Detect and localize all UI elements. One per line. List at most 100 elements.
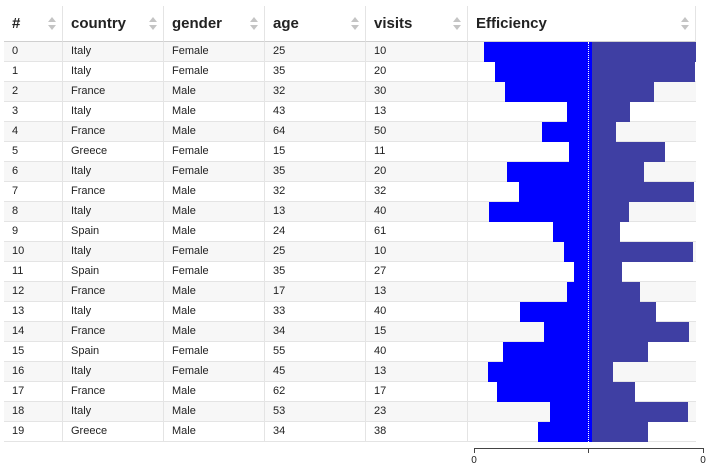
table-row[interactable]: 18 Italy Male 53 23 bbox=[4, 402, 696, 422]
efficiency-bar-positive bbox=[592, 362, 614, 382]
efficiency-bar-negative bbox=[483, 42, 592, 62]
axis-tick bbox=[474, 448, 475, 453]
cell-visits: 40 bbox=[366, 202, 468, 222]
efficiency-bar-negative bbox=[538, 422, 592, 442]
efficiency-bar-positive bbox=[592, 322, 690, 342]
table-row[interactable]: 4 France Male 64 50 bbox=[4, 122, 696, 142]
cell-efficiency bbox=[468, 102, 696, 122]
efficiency-bar-positive bbox=[592, 282, 641, 302]
cell-age: 34 bbox=[265, 422, 366, 442]
efficiency-bar-negative bbox=[519, 182, 592, 202]
cell-index: 0 bbox=[4, 42, 63, 62]
table-row[interactable]: 8 Italy Male 13 40 bbox=[4, 202, 696, 222]
sort-icon[interactable] bbox=[149, 17, 157, 31]
cell-index: 2 bbox=[4, 82, 63, 102]
column-header-country[interactable]: country bbox=[63, 6, 164, 42]
efficiency-bar-negative bbox=[549, 402, 592, 422]
sort-icon[interactable] bbox=[453, 17, 461, 31]
cell-efficiency bbox=[468, 222, 696, 242]
cell-age: 45 bbox=[265, 362, 366, 382]
sort-icon[interactable] bbox=[48, 17, 56, 31]
cell-index: 7 bbox=[4, 182, 63, 202]
column-header-index[interactable]: # bbox=[4, 6, 63, 42]
table-row[interactable]: 6 Italy Female 35 20 bbox=[4, 162, 696, 182]
cell-efficiency bbox=[468, 42, 697, 62]
cell-efficiency bbox=[468, 122, 696, 142]
table-row[interactable]: 10 Italy Female 25 10 bbox=[4, 242, 696, 262]
cell-efficiency bbox=[468, 322, 696, 342]
cell-efficiency bbox=[468, 242, 696, 262]
efficiency-bar-positive bbox=[592, 402, 689, 422]
table-row[interactable]: 15 Spain Female 55 40 bbox=[4, 342, 696, 362]
table-row[interactable]: 0 Italy Female 25 10 bbox=[4, 42, 697, 62]
cell-country: France bbox=[63, 182, 164, 202]
sort-icon[interactable] bbox=[681, 17, 689, 31]
cell-country: France bbox=[63, 382, 164, 402]
table-row[interactable]: 5 Greece Female 15 11 bbox=[4, 142, 696, 162]
cell-index: 14 bbox=[4, 322, 63, 342]
table-row[interactable]: 2 France Male 32 30 bbox=[4, 82, 696, 102]
table-row[interactable]: 7 France Male 32 32 bbox=[4, 182, 696, 202]
sort-icon[interactable] bbox=[250, 17, 258, 31]
table-row[interactable]: 9 Spain Male 24 61 bbox=[4, 222, 696, 242]
column-header-efficiency[interactable]: Efficiency bbox=[468, 6, 696, 42]
efficiency-bar-positive bbox=[592, 122, 616, 142]
cell-gender: Male bbox=[164, 322, 265, 342]
column-header-label: visits bbox=[374, 15, 413, 32]
cell-gender: Male bbox=[164, 102, 265, 122]
cell-country: Greece bbox=[63, 142, 164, 162]
efficiency-bar-negative bbox=[569, 142, 592, 162]
table-row[interactable]: 11 Spain Female 35 27 bbox=[4, 262, 696, 282]
efficiency-bar-positive bbox=[592, 202, 629, 222]
efficiency-bar-negative bbox=[495, 62, 592, 82]
cell-index: 19 bbox=[4, 422, 63, 442]
efficiency-bar-positive bbox=[592, 62, 696, 82]
column-header-gender[interactable]: gender bbox=[164, 6, 265, 42]
cell-visits: 61 bbox=[366, 222, 468, 242]
cell-visits: 17 bbox=[366, 382, 468, 402]
cell-efficiency bbox=[468, 402, 696, 422]
cell-visits: 38 bbox=[366, 422, 468, 442]
cell-index: 9 bbox=[4, 222, 63, 242]
efficiency-bar-negative bbox=[497, 382, 592, 402]
efficiency-zero-line bbox=[588, 42, 589, 442]
table-row[interactable]: 14 France Male 34 15 bbox=[4, 322, 696, 342]
table-row[interactable]: 19 Greece Male 34 38 bbox=[4, 422, 696, 442]
cell-visits: 13 bbox=[366, 282, 468, 302]
sort-icon[interactable] bbox=[351, 17, 359, 31]
cell-visits: 10 bbox=[366, 42, 468, 62]
table-row[interactable]: 3 Italy Male 43 13 bbox=[4, 102, 696, 122]
column-header-visits[interactable]: visits bbox=[366, 6, 468, 42]
column-header-age[interactable]: age bbox=[265, 6, 366, 42]
cell-age: 35 bbox=[265, 262, 366, 282]
cell-country: Spain bbox=[63, 262, 164, 282]
cell-age: 33 bbox=[265, 302, 366, 322]
cell-gender: Female bbox=[164, 142, 265, 162]
cell-visits: 13 bbox=[366, 102, 468, 122]
cell-age: 62 bbox=[265, 382, 366, 402]
efficiency-bar-negative bbox=[503, 342, 592, 362]
cell-gender: Female bbox=[164, 42, 265, 62]
table-row[interactable]: 1 Italy Female 35 20 bbox=[4, 62, 696, 82]
column-header-label: Efficiency bbox=[476, 15, 547, 32]
cell-gender: Male bbox=[164, 382, 265, 402]
cell-age: 32 bbox=[265, 182, 366, 202]
cell-efficiency bbox=[468, 282, 696, 302]
cell-age: 53 bbox=[265, 402, 366, 422]
cell-age: 13 bbox=[265, 202, 366, 222]
cell-index: 10 bbox=[4, 242, 63, 262]
axis-tick bbox=[588, 448, 589, 453]
cell-age: 15 bbox=[265, 142, 366, 162]
table-row[interactable]: 12 France Male 17 13 bbox=[4, 282, 696, 302]
table-row[interactable]: 13 Italy Male 33 40 bbox=[4, 302, 696, 322]
cell-country: Italy bbox=[63, 202, 164, 222]
cell-efficiency bbox=[468, 262, 696, 282]
cell-age: 35 bbox=[265, 162, 366, 182]
cell-visits: 50 bbox=[366, 122, 468, 142]
cell-index: 18 bbox=[4, 402, 63, 422]
table-row[interactable]: 17 France Male 62 17 bbox=[4, 382, 696, 402]
cell-country: Italy bbox=[63, 302, 164, 322]
cell-index: 1 bbox=[4, 62, 63, 82]
axis-tick-label: 0 bbox=[471, 455, 477, 466]
table-row[interactable]: 16 Italy Female 45 13 bbox=[4, 362, 696, 382]
